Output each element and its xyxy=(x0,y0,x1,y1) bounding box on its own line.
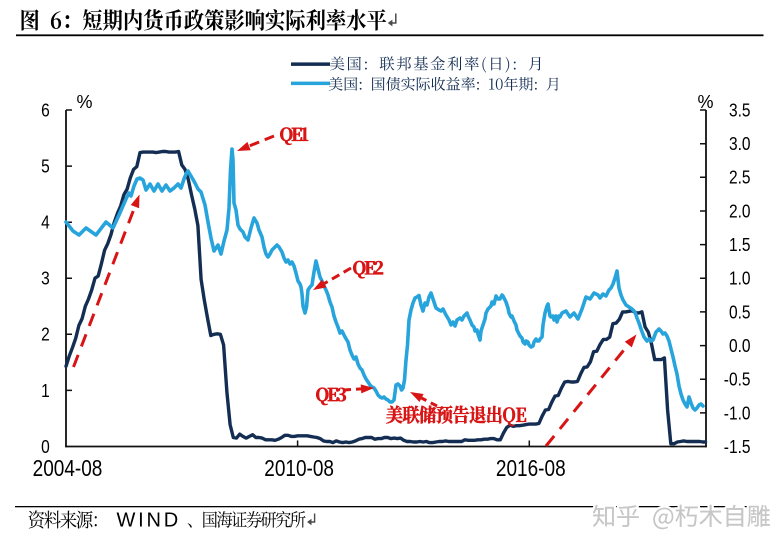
svg-text:1.5: 1.5 xyxy=(729,235,751,255)
svg-text:2004-08: 2004-08 xyxy=(33,456,103,481)
svg-text:0.5: 0.5 xyxy=(729,302,751,322)
svg-text:2016-08: 2016-08 xyxy=(496,456,566,481)
svg-text:-1.5: -1.5 xyxy=(724,437,751,457)
svg-text:2: 2 xyxy=(41,325,50,345)
svg-text:2010-08: 2010-08 xyxy=(264,456,334,481)
svg-text:3.5: 3.5 xyxy=(729,100,751,120)
svg-text:2.0: 2.0 xyxy=(729,201,751,221)
svg-text:0.0: 0.0 xyxy=(729,336,751,356)
svg-text:5: 5 xyxy=(41,156,50,176)
svg-text:-0.5: -0.5 xyxy=(724,369,751,389)
svg-text:4: 4 xyxy=(41,212,50,232)
svg-text:2.5: 2.5 xyxy=(729,168,751,188)
svg-text:6: 6 xyxy=(41,100,50,120)
svg-text:1: 1 xyxy=(41,381,50,401)
svg-text:3.0: 3.0 xyxy=(729,134,751,154)
svg-text:3: 3 xyxy=(41,269,50,289)
svg-text:1.0: 1.0 xyxy=(729,269,751,289)
svg-text:-1.0: -1.0 xyxy=(724,403,751,423)
svg-text:%: % xyxy=(698,91,714,113)
svg-text:WIND: WIND xyxy=(117,510,182,532)
svg-text:%: % xyxy=(77,91,93,113)
svg-text:0: 0 xyxy=(41,437,50,457)
